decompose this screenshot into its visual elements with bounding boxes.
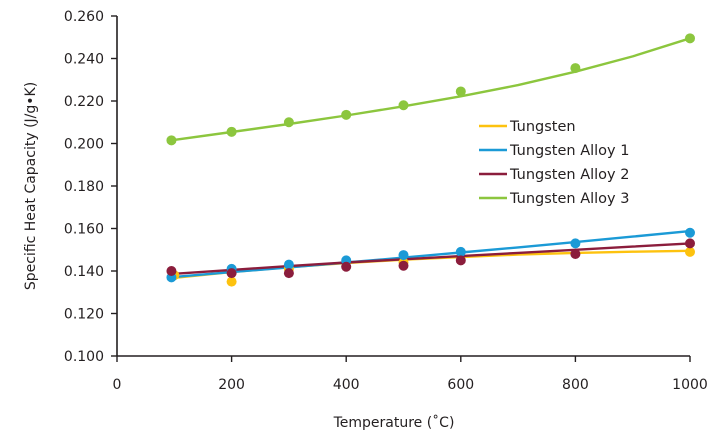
y-tick-label: 0.180 — [64, 179, 104, 195]
data-point-tungsten-alloy-3 — [283, 117, 294, 128]
y-tick-label: 0.160 — [64, 222, 104, 238]
data-point-tungsten-alloy-2 — [166, 266, 177, 276]
x-axis-title: Temperature (˚C) — [333, 414, 455, 431]
data-point-tungsten-alloy-3 — [455, 86, 466, 97]
data-point-tungsten-alloy-3 — [226, 126, 237, 137]
y-tick-label: 0.260 — [64, 9, 104, 25]
fit-line-tungsten-alloy-3 — [171, 37, 691, 142]
data-point-tungsten-alloy-3 — [398, 100, 409, 111]
y-tick-label: 0.140 — [64, 264, 104, 280]
x-tick-label: 0 — [113, 377, 122, 393]
x-tick-label: 400 — [333, 377, 360, 393]
y-tick-label: 0.200 — [64, 137, 104, 153]
legend-label: Tungsten — [509, 119, 576, 135]
x-tick-label: 800 — [562, 377, 589, 393]
data-points — [166, 33, 695, 287]
fit-line-tungsten-alloy-2 — [168, 242, 691, 276]
data-point-tungsten-alloy-3 — [570, 63, 581, 74]
y-tick-label: 0.120 — [64, 307, 104, 323]
data-point-tungsten-alloy-2 — [398, 260, 409, 271]
y-tick-label: 0.240 — [64, 52, 104, 68]
fit-lines — [168, 37, 691, 280]
y-tick-label: 0.220 — [64, 94, 104, 110]
x-tick-label: 1000 — [672, 377, 708, 393]
data-point-tungsten — [685, 246, 695, 257]
data-point-tungsten-alloy-2 — [455, 255, 466, 266]
data-point-tungsten-alloy-2 — [226, 268, 237, 279]
data-point-tungsten-alloy-2 — [341, 261, 352, 272]
y-tick-label: 0.100 — [64, 349, 104, 365]
legend-label: Tungsten Alloy 2 — [509, 167, 629, 183]
data-point-tungsten-alloy-3 — [685, 33, 695, 44]
x-ticks: 0 200 400 600 800 1000 — [113, 356, 708, 393]
data-point-tungsten-alloy-1 — [455, 246, 466, 257]
y-ticks: 0.100 0.120 0.140 0.160 0.180 0.200 0.220 0.240… — [64, 9, 117, 365]
data-point-tungsten-alloy-3 — [166, 135, 177, 146]
data-point-tungsten-alloy-1 — [685, 227, 695, 238]
data-point-tungsten-alloy-1 — [570, 238, 581, 249]
fit-line-tungsten-alloy-1 — [168, 229, 691, 279]
data-point-tungsten — [226, 276, 237, 287]
data-point-tungsten-alloy-1 — [283, 259, 294, 270]
data-point-tungsten-alloy-2 — [685, 238, 695, 249]
y-axis-title: Specific Heat Capacity (J/g•K) — [23, 82, 39, 290]
axes — [116, 16, 690, 357]
x-tick-label: 600 — [447, 377, 474, 393]
legend-label: Tungsten Alloy 1 — [509, 143, 629, 159]
legend: Tungsten Tungsten Alloy 1 Tungsten Alloy 2… — [479, 119, 629, 207]
x-tick-label: 200 — [218, 377, 245, 393]
data-point-tungsten-alloy-2 — [570, 249, 581, 259]
data-point-tungsten-alloy-1 — [398, 250, 409, 261]
legend-label: Tungsten Alloy 3 — [509, 191, 629, 207]
data-point-tungsten-alloy-3 — [341, 109, 352, 120]
data-point-tungsten-alloy-2 — [283, 268, 294, 279]
